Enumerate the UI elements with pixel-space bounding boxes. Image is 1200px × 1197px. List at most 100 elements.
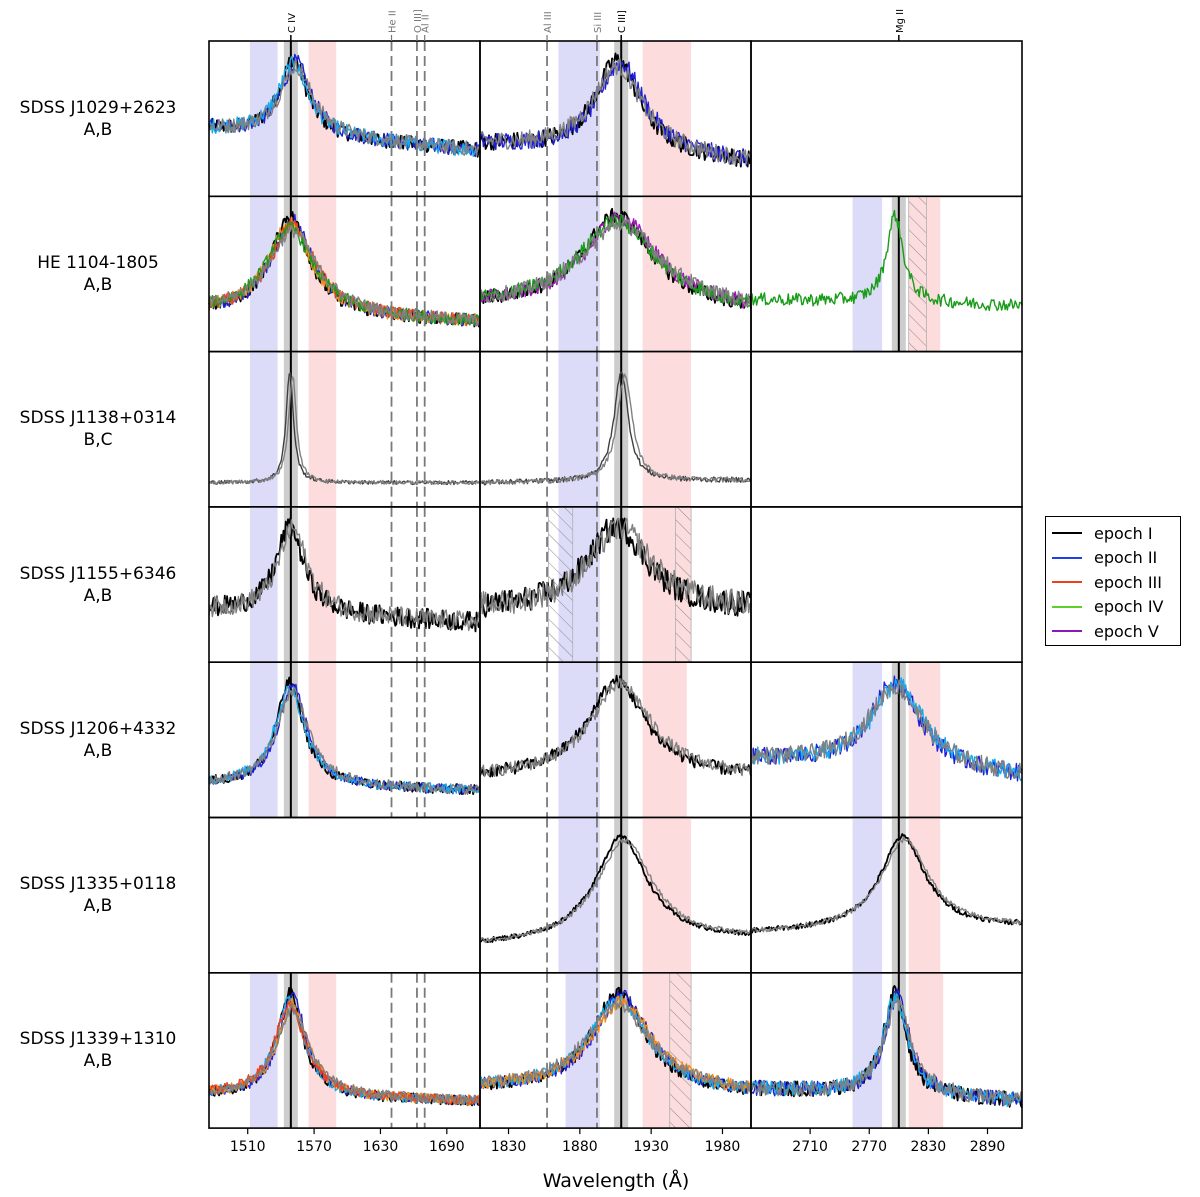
legend-item-epoch-2: epoch II — [1046, 546, 1180, 571]
panel-mgii-row-1 — [750, 40, 1023, 198]
panel-mgii-row-2 — [750, 195, 1023, 353]
panel-ciii-row-3 — [479, 350, 752, 508]
legend-label: epoch II — [1094, 548, 1158, 568]
panel-civ-row-6 — [208, 816, 481, 974]
panel-civ-row-5 — [208, 661, 481, 819]
spectrum-red — [208, 1001, 481, 1105]
spectrum-gray — [750, 836, 1023, 933]
panel-frame — [208, 506, 481, 663]
marker-label: Si III — [593, 12, 604, 33]
panel-civ-row-4 — [208, 506, 481, 663]
image-pair: B,C — [83, 430, 113, 451]
x-tick-label: 2710 — [792, 1139, 828, 1155]
object-name: SDSS J1029+2623 — [19, 97, 177, 118]
panel-civ-row-2 — [208, 195, 481, 353]
row-label: SDSS J1339+1310 A,B — [0, 1028, 196, 1072]
spectrum-gray — [750, 997, 1023, 1107]
spectrum-gray — [208, 59, 481, 157]
red-continuum-band — [908, 972, 944, 1129]
spectrum-gray — [208, 519, 481, 631]
panel-ciii-row-1 — [479, 40, 752, 198]
legend-label: epoch I — [1094, 523, 1153, 543]
x-tick-label: 1510 — [230, 1139, 266, 1155]
spectrum-darkgray — [208, 372, 481, 486]
panel-frame — [750, 816, 1023, 974]
panel-frame — [750, 971, 1023, 1129]
x-tick-label: 2830 — [911, 1139, 947, 1155]
row-label: SDSS J1029+2623 A,B — [0, 97, 196, 141]
spectrum-gray — [750, 679, 1023, 779]
red-continuum-band — [908, 817, 941, 973]
image-pair: A,B — [83, 274, 113, 295]
spectrum-gray — [479, 218, 752, 308]
spectrum-orange — [208, 216, 481, 326]
x-tick-label: 1690 — [429, 1139, 465, 1155]
row-label: HE 1104-1805 A,B — [0, 252, 196, 296]
center-line-label: Mg II — [895, 9, 906, 33]
marker-label: He II — [388, 10, 399, 33]
legend-swatch — [1052, 630, 1082, 633]
legend-swatch — [1052, 532, 1082, 535]
panel-mgii-row-4 — [750, 506, 1023, 663]
blue-continuum-band — [249, 662, 278, 818]
legend-label: epoch III — [1094, 572, 1162, 592]
object-name: SDSS J1335+0118 — [19, 874, 177, 895]
panel-civ-row-3 — [208, 350, 481, 508]
panel-frame — [750, 350, 1023, 508]
panel-frame — [750, 195, 1023, 353]
panel-mgii-row-7 — [750, 971, 1023, 1129]
spectrum-gray — [208, 1003, 481, 1106]
center-line-label: C IV — [287, 13, 298, 33]
row-label: SDSS J1206+4332 A,B — [0, 718, 196, 762]
panel-frame — [208, 816, 481, 974]
spectrum-gray — [208, 687, 481, 795]
spectrum-gray — [479, 677, 752, 777]
spectrum-blue — [208, 213, 481, 327]
center-line-label: C III] — [617, 10, 628, 33]
spectrum-gray — [479, 838, 752, 944]
panel-frame — [208, 661, 481, 819]
x-tick-label: 1930 — [633, 1139, 669, 1155]
object-name: SDSS J1339+1310 — [19, 1029, 177, 1050]
spectrum-black — [479, 834, 752, 944]
legend: epoch I epoch II epoch III epoch IV epoc… — [1045, 516, 1181, 646]
blue-continuum-band — [558, 817, 600, 973]
panel-frame — [208, 971, 481, 1129]
legend-item-epoch-5: epoch V — [1046, 619, 1180, 644]
spectrum-gray — [479, 517, 752, 617]
marker-label: Al II — [421, 14, 432, 33]
row-label: SDSS J1138+0314 B,C — [0, 407, 196, 451]
masked-region — [669, 972, 692, 1129]
blue-continuum-band — [852, 662, 883, 818]
panel-ciii-row-4 — [479, 506, 752, 663]
panel-frame — [208, 195, 481, 353]
red-continuum-band — [642, 351, 692, 507]
legend-label: epoch IV — [1094, 597, 1164, 617]
row-label: SDSS J1155+6346 A,B — [0, 563, 196, 607]
marker-label: Al III — [543, 11, 554, 33]
legend-item-epoch-4: epoch IV — [1046, 595, 1180, 620]
x-tick-label: 1880 — [562, 1139, 598, 1155]
panel-ciii-row-6 — [479, 816, 752, 974]
blue-continuum-band — [852, 817, 883, 973]
blue-continuum-band — [852, 196, 883, 352]
x-tick-label: 1830 — [491, 1139, 527, 1155]
legend-label: epoch V — [1094, 621, 1159, 641]
spectrum-green — [750, 209, 1023, 312]
legend-swatch — [1052, 581, 1082, 584]
blue-continuum-band — [558, 351, 600, 507]
panel-ciii-row-7 — [479, 971, 752, 1129]
spectrum-blue — [208, 683, 481, 795]
panel-frame — [750, 506, 1023, 663]
red-continuum-band — [308, 972, 337, 1129]
legend-item-epoch-1: epoch I — [1046, 521, 1180, 546]
panel-ciii-row-2 — [479, 195, 752, 353]
spectrum-green — [479, 213, 752, 308]
spectrum-black — [750, 833, 1023, 934]
object-name: SDSS J1155+6346 — [19, 563, 177, 584]
object-name: HE 1104-1805 — [37, 252, 159, 273]
x-tick-label: 1630 — [363, 1139, 399, 1155]
panel-civ-row-1 — [208, 40, 481, 198]
x-tick-label: 1980 — [705, 1139, 741, 1155]
